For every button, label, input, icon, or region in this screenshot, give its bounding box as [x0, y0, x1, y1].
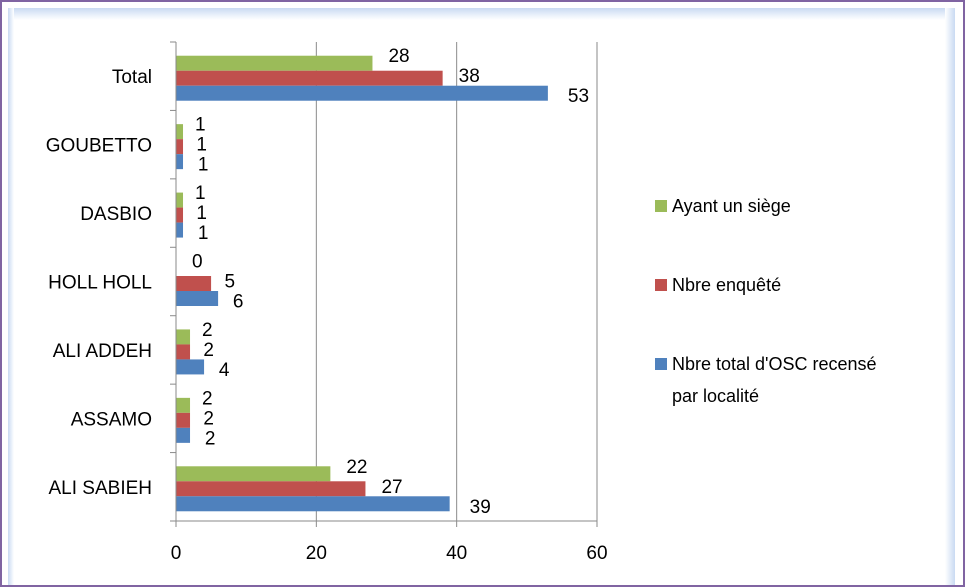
frame-shading-right	[945, 8, 955, 585]
bar	[176, 207, 184, 223]
frame-shading-top	[8, 8, 955, 20]
legend: Ayant un siège Nbre enquêté Nbre total d'O…	[655, 196, 877, 406]
category-label: ASSAMO	[71, 409, 152, 430]
data-label: 4	[219, 360, 230, 381]
bar	[176, 222, 184, 238]
legend-label: Nbre enquêté	[672, 275, 781, 295]
gridlines	[315, 42, 598, 521]
data-label: 53	[568, 86, 589, 107]
bar	[176, 276, 212, 291]
x-tick-label: 20	[306, 543, 327, 564]
bar	[176, 139, 184, 155]
data-label: 1	[198, 223, 209, 244]
bar	[176, 344, 191, 360]
data-label: 2	[202, 320, 213, 341]
data-label: 38	[459, 66, 480, 87]
data-label: 6	[233, 292, 244, 313]
x-tick-label: 0	[171, 543, 182, 564]
data-label: 2	[203, 408, 214, 429]
legend-label: par localité	[672, 386, 759, 406]
bar	[176, 55, 373, 71]
bar	[176, 70, 443, 86]
bar	[176, 329, 191, 345]
category-label: Total	[112, 67, 152, 88]
bar	[176, 85, 548, 101]
data-label: 5	[224, 272, 235, 293]
data-label: 27	[381, 477, 402, 498]
data-label: 2	[205, 428, 216, 449]
bar	[176, 427, 191, 443]
bar	[176, 397, 191, 413]
data-label: 1	[198, 155, 209, 176]
x-tick-label: 40	[446, 543, 467, 564]
bar	[176, 124, 184, 140]
data-label: 1	[196, 135, 207, 156]
category-label: HOLL HOLL	[48, 273, 152, 294]
legend-label: Ayant un siège	[672, 196, 791, 216]
category-label: DASBIO	[80, 204, 152, 225]
category-label: GOUBETTO	[46, 136, 152, 157]
legend-swatch	[655, 200, 667, 212]
bar	[176, 359, 205, 375]
bars	[176, 55, 548, 512]
data-label: 1	[195, 183, 206, 204]
data-label: 1	[196, 203, 207, 224]
bar	[176, 154, 184, 170]
data-label: 2	[202, 388, 213, 409]
data-label: 28	[388, 46, 409, 67]
bar	[176, 481, 366, 497]
legend-swatch	[655, 358, 667, 370]
legend-swatch	[655, 279, 667, 291]
bar	[176, 192, 184, 208]
bar	[176, 412, 191, 428]
frame-shading-left	[8, 8, 14, 585]
data-label: 0	[192, 252, 203, 273]
x-tick-label: 60	[586, 543, 607, 564]
legend-label: Nbre total d'OSC recensé	[672, 354, 877, 374]
bar	[176, 291, 219, 306]
bar	[176, 466, 331, 482]
category-label: ALI ADDEH	[53, 341, 152, 362]
bar	[176, 496, 450, 512]
data-label: 1	[195, 115, 206, 136]
data-label: 22	[346, 457, 367, 478]
data-label: 2	[203, 340, 214, 361]
data-label: 39	[470, 497, 491, 518]
category-label: ALI SABIEH	[49, 478, 153, 499]
